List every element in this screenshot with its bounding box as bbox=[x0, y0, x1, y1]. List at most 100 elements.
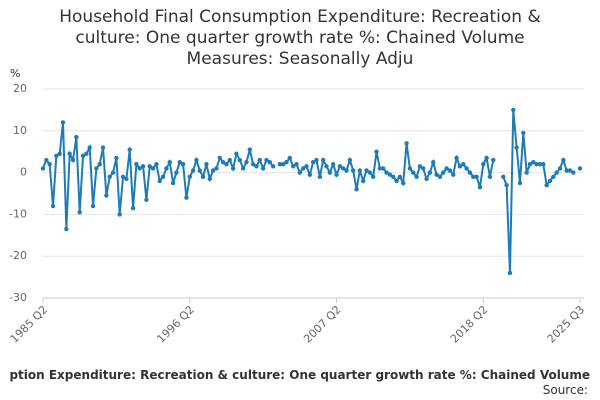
data-point bbox=[330, 162, 336, 167]
data-point bbox=[447, 168, 453, 173]
data-point bbox=[180, 162, 186, 167]
x-tick-label: 1985 Q2 bbox=[8, 303, 51, 346]
data-point bbox=[264, 157, 269, 163]
data-point bbox=[517, 180, 523, 186]
data-point bbox=[364, 168, 369, 173]
data-point bbox=[521, 130, 526, 136]
data-point bbox=[317, 174, 323, 179]
data-point bbox=[467, 170, 473, 175]
data-point bbox=[547, 178, 553, 184]
series-line bbox=[43, 110, 580, 273]
data-point bbox=[424, 176, 429, 182]
data-point bbox=[54, 153, 59, 159]
data-point bbox=[177, 159, 182, 165]
data-point bbox=[381, 166, 386, 171]
data-point bbox=[117, 212, 122, 217]
data-point bbox=[44, 157, 49, 163]
data-point bbox=[214, 166, 219, 171]
data-point bbox=[60, 120, 66, 125]
data-point bbox=[114, 155, 119, 161]
data-point bbox=[154, 162, 159, 167]
data-point bbox=[160, 174, 166, 179]
data-point bbox=[524, 170, 529, 175]
data-point bbox=[187, 174, 192, 179]
chart-title: culture: One quarter growth rate %: Chai… bbox=[75, 28, 524, 48]
data-point bbox=[577, 166, 583, 171]
data-point bbox=[200, 174, 206, 179]
data-point bbox=[464, 166, 469, 171]
data-point bbox=[257, 157, 263, 163]
data-point bbox=[197, 168, 202, 173]
data-point bbox=[184, 195, 189, 200]
data-point bbox=[397, 174, 403, 179]
data-point bbox=[230, 166, 236, 171]
data-point bbox=[157, 178, 162, 184]
data-point bbox=[150, 166, 156, 171]
data-point bbox=[561, 157, 566, 163]
data-point bbox=[167, 159, 172, 165]
data-point bbox=[310, 159, 316, 165]
data-point bbox=[441, 170, 446, 175]
data-point bbox=[344, 168, 349, 173]
data-point bbox=[537, 162, 543, 167]
data-point bbox=[451, 172, 456, 177]
data-point bbox=[571, 170, 576, 175]
data-point bbox=[250, 162, 256, 167]
data-point bbox=[284, 159, 289, 165]
data-point bbox=[110, 170, 116, 175]
data-point bbox=[454, 155, 459, 161]
data-point bbox=[314, 157, 319, 163]
data-point bbox=[270, 164, 276, 169]
data-point bbox=[267, 159, 273, 165]
data-point bbox=[437, 174, 443, 179]
data-point bbox=[551, 174, 556, 179]
data-point bbox=[417, 164, 423, 169]
data-point bbox=[504, 182, 509, 188]
data-point bbox=[170, 180, 176, 186]
data-point bbox=[327, 170, 333, 175]
data-point bbox=[137, 166, 142, 171]
data-point bbox=[511, 107, 516, 113]
data-point bbox=[340, 166, 346, 171]
data-point bbox=[421, 166, 426, 171]
data-point bbox=[307, 172, 313, 177]
y-tick-label: -20 bbox=[9, 249, 27, 262]
data-point bbox=[434, 172, 439, 177]
y-tick-label: -30 bbox=[9, 291, 27, 304]
data-point bbox=[40, 166, 46, 171]
data-point bbox=[564, 168, 569, 173]
data-point bbox=[100, 145, 106, 150]
data-point bbox=[134, 162, 139, 167]
x-tick-label: 2025 Q3 bbox=[545, 303, 588, 346]
data-point bbox=[324, 164, 329, 169]
data-point bbox=[217, 155, 222, 161]
data-point bbox=[414, 174, 419, 179]
y-tick-label: 20 bbox=[13, 82, 27, 95]
data-point bbox=[47, 162, 52, 167]
y-tick-label: 0 bbox=[20, 166, 27, 179]
data-point bbox=[290, 164, 296, 169]
data-point bbox=[240, 166, 246, 171]
data-point bbox=[294, 162, 299, 167]
data-point bbox=[334, 172, 339, 177]
chart-title: Household Final Consumption Expenditure:… bbox=[59, 7, 541, 27]
data-point bbox=[280, 162, 286, 167]
data-point bbox=[227, 157, 232, 163]
data-point bbox=[384, 170, 389, 175]
data-point bbox=[387, 172, 393, 177]
y-tick-label: 10 bbox=[13, 124, 27, 137]
chart-title: Measures: Seasonally Adju bbox=[187, 49, 414, 69]
data-point bbox=[64, 226, 69, 232]
data-point bbox=[457, 164, 463, 169]
data-point bbox=[541, 162, 546, 167]
data-point bbox=[507, 270, 513, 276]
data-point bbox=[367, 170, 373, 175]
data-point bbox=[544, 182, 549, 188]
data-point bbox=[67, 151, 72, 156]
data-point bbox=[474, 174, 479, 179]
data-point bbox=[287, 155, 293, 161]
data-point bbox=[557, 166, 563, 171]
data-point bbox=[527, 162, 533, 167]
data-point bbox=[477, 185, 483, 190]
data-point bbox=[371, 174, 376, 179]
